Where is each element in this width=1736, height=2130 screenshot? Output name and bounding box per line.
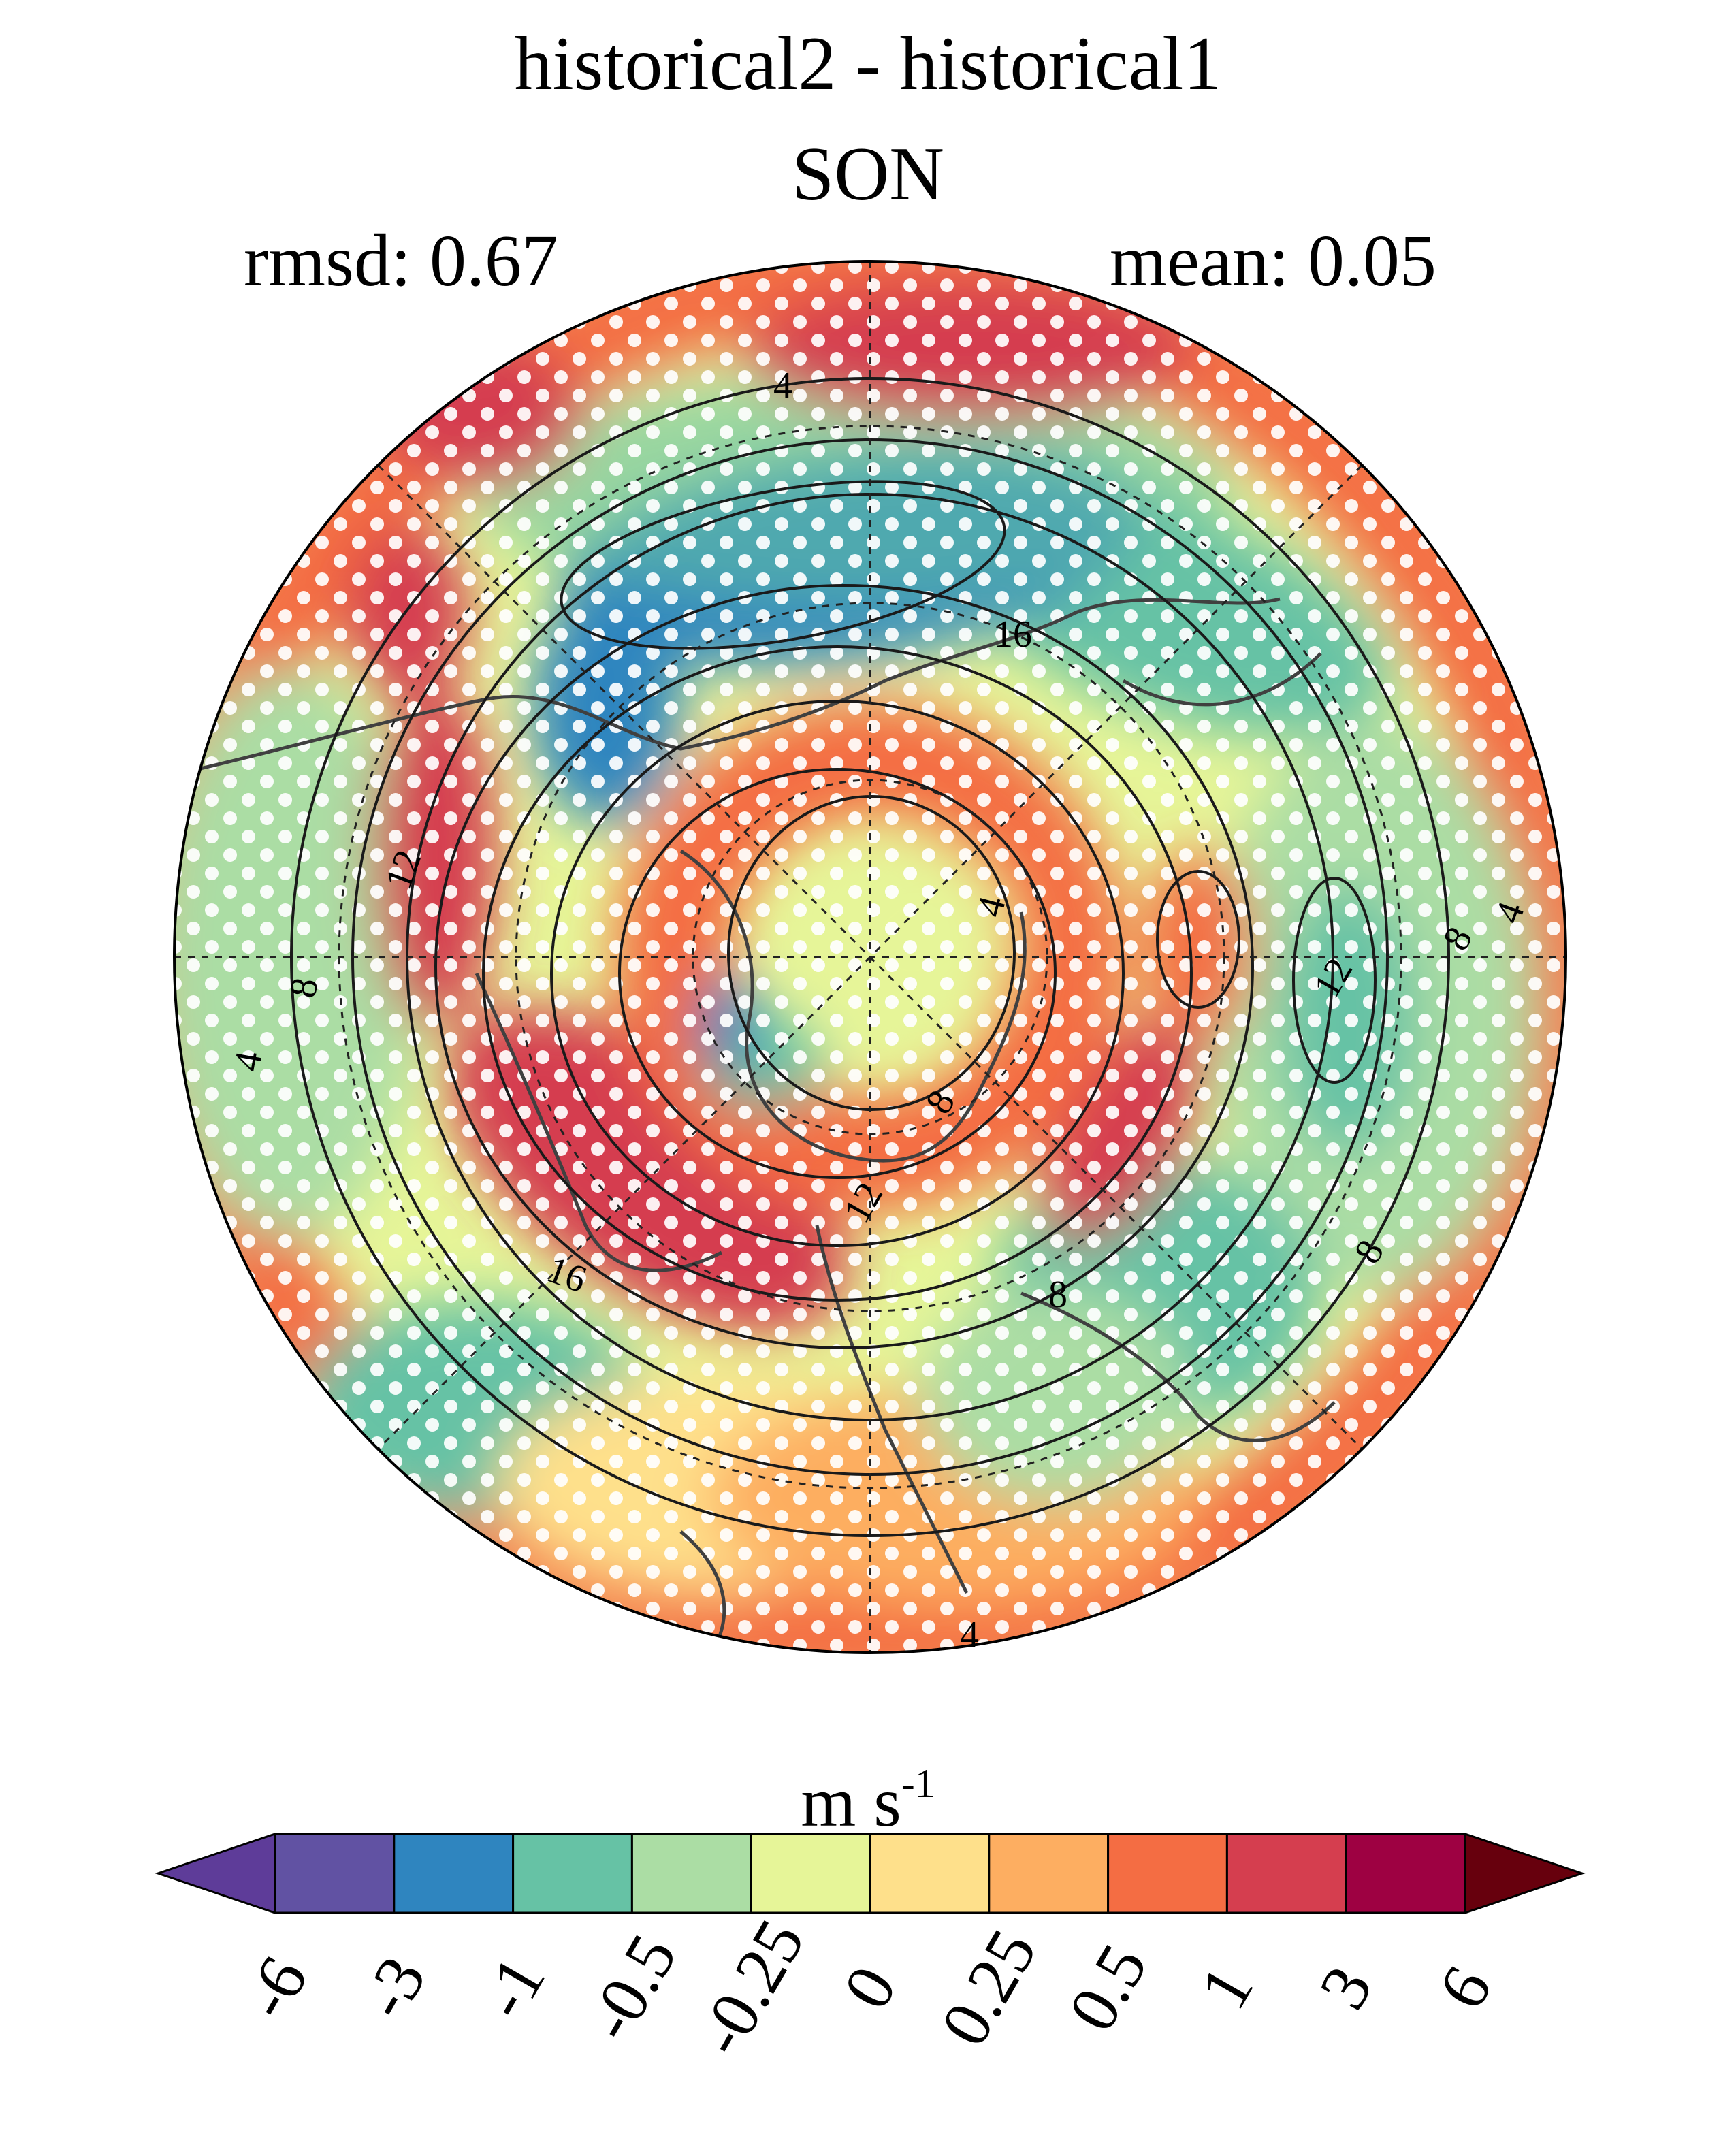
mean-label: mean: 0.05 bbox=[1110, 221, 1436, 302]
map-field bbox=[174, 261, 1566, 1653]
colorbar-arrow-low bbox=[155, 1832, 276, 1915]
colorbar-segment bbox=[988, 1833, 1110, 1914]
contour-label: 16 bbox=[994, 613, 1032, 656]
colorbar-segment bbox=[393, 1833, 515, 1914]
colorbar-segment bbox=[274, 1833, 396, 1914]
contour-label: 4 bbox=[960, 1614, 979, 1656]
graticule bbox=[174, 261, 1566, 1653]
unit-exponent: -1 bbox=[901, 1761, 935, 1806]
contour-label: 4 bbox=[773, 365, 792, 407]
colorbar-segment bbox=[869, 1833, 991, 1914]
colorbar-segment bbox=[1345, 1833, 1466, 1914]
unit-base: m s bbox=[801, 1763, 901, 1841]
colorbar-segment bbox=[512, 1833, 633, 1914]
contour-label: 8 bbox=[1048, 1274, 1067, 1316]
colorbar-arrow-high bbox=[1464, 1832, 1586, 1915]
colorbar bbox=[155, 1832, 1586, 1915]
colorbar-unit: m s-1 bbox=[0, 1763, 1736, 1838]
colorbar-segment bbox=[1225, 1833, 1347, 1914]
colorbar-segment bbox=[630, 1833, 752, 1914]
rmsd-label: rmsd: 0.67 bbox=[244, 221, 559, 302]
colorbar-segment bbox=[750, 1833, 871, 1914]
map-border bbox=[173, 260, 1567, 1654]
colorbar-segment bbox=[1107, 1833, 1228, 1914]
season-label: SON bbox=[791, 132, 945, 216]
plot-title: historical2 - historical1 bbox=[514, 22, 1222, 106]
